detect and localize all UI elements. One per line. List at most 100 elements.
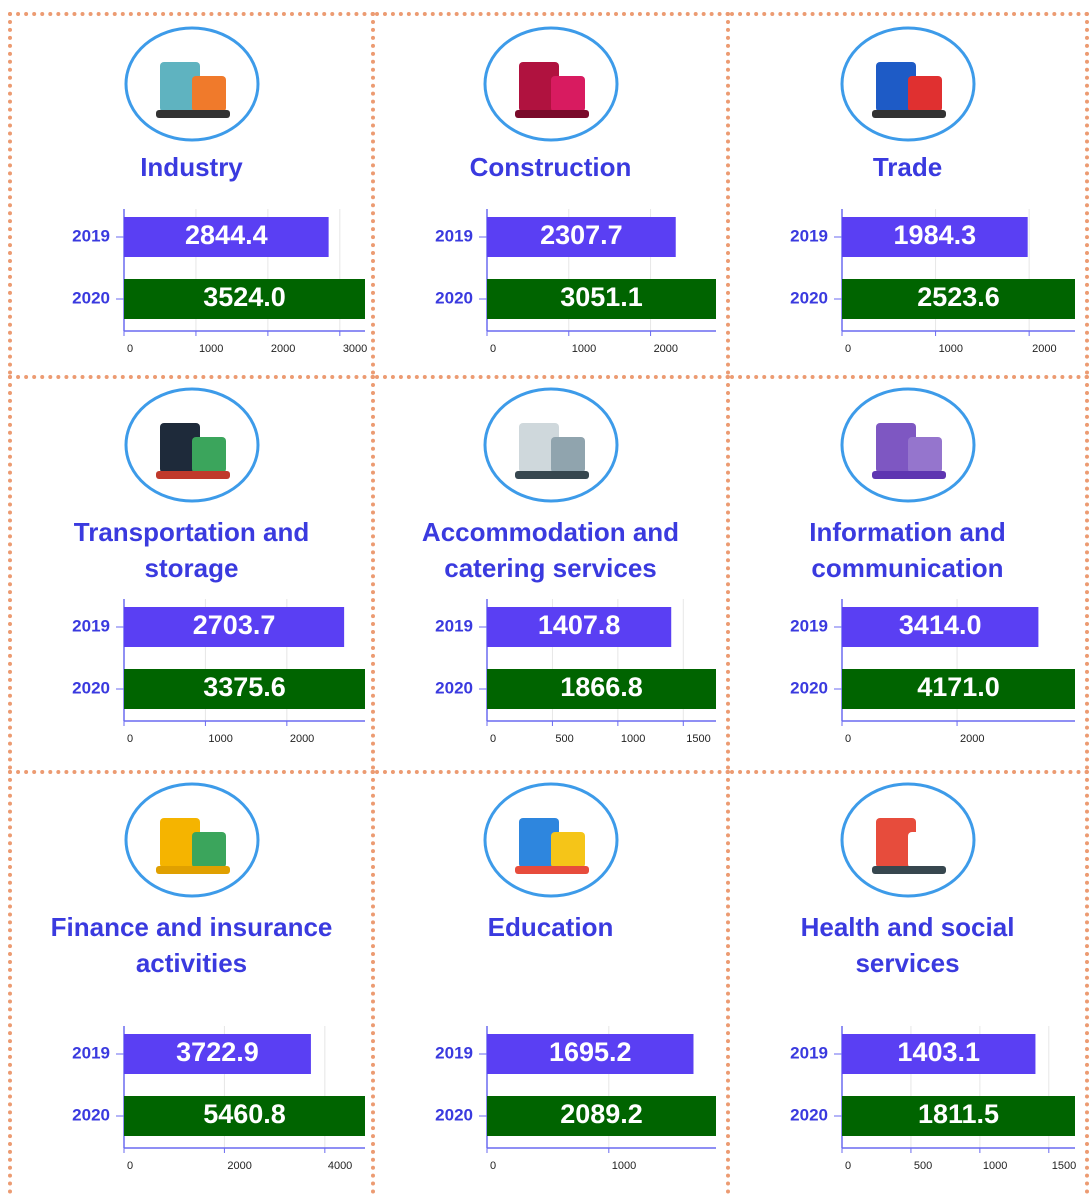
data-label: 3375.6 bbox=[203, 672, 286, 702]
icon-shape bbox=[550, 832, 585, 868]
bar bbox=[124, 279, 365, 319]
chart-title: Trade bbox=[872, 152, 943, 182]
x-tick-label: 2000 bbox=[271, 343, 295, 355]
bar bbox=[842, 607, 1039, 647]
icon-shape bbox=[875, 62, 916, 112]
x-tick-label: 1000 bbox=[983, 1160, 1007, 1172]
icon bbox=[483, 26, 618, 142]
icon-shape bbox=[155, 866, 230, 874]
bar-chart: 0 1000 2000 3000 2019 2844.4 2020 3524.0 bbox=[72, 209, 367, 355]
x-tick-label: 500 bbox=[555, 733, 573, 745]
bars bbox=[842, 607, 1075, 709]
x-tick-label: 4000 bbox=[328, 1160, 352, 1172]
bar bbox=[842, 279, 1075, 319]
y-tick-label: 2019 bbox=[72, 1043, 110, 1062]
icon-shape bbox=[155, 110, 230, 118]
x-tick-label: 1000 bbox=[621, 733, 645, 745]
chart-title: Education bbox=[487, 912, 614, 942]
icon-shape bbox=[159, 423, 200, 473]
x-tick-label: 2000 bbox=[654, 343, 678, 355]
x-tick-label: 3000 bbox=[343, 343, 367, 355]
x-tick-label: 1500 bbox=[686, 733, 710, 745]
bars bbox=[124, 217, 365, 319]
data-label: 1407.8 bbox=[538, 610, 621, 640]
bars bbox=[487, 607, 716, 709]
data-label: 4171.0 bbox=[917, 672, 1000, 702]
icon bbox=[124, 387, 259, 503]
bar bbox=[487, 607, 672, 647]
bar bbox=[842, 669, 1075, 709]
x-tick-label: 0 bbox=[490, 733, 496, 745]
y-tick-label: 2019 bbox=[72, 226, 110, 245]
icon bbox=[840, 26, 975, 142]
data-label: 5460.8 bbox=[203, 1099, 286, 1129]
y-tick-label: 2020 bbox=[435, 678, 473, 697]
y-tick-label: 2019 bbox=[435, 1043, 473, 1062]
icon-shape bbox=[518, 818, 559, 868]
icon-shape bbox=[518, 62, 559, 112]
icon-shape bbox=[907, 832, 942, 868]
x-tick-label: 500 bbox=[914, 1160, 932, 1172]
chart-card: Trade 0 1000 2000 2019 1984.3 2020 2523.6 bbox=[730, 12, 1089, 375]
y-tick-label: 2020 bbox=[72, 288, 110, 307]
data-label: 1403.1 bbox=[897, 1037, 980, 1067]
x-tick-label: 0 bbox=[127, 733, 133, 745]
bar bbox=[842, 217, 1028, 257]
bar bbox=[842, 1034, 1036, 1074]
x-tick-label: 1000 bbox=[572, 343, 596, 355]
x-tick-label: 0 bbox=[127, 1160, 133, 1172]
bars bbox=[487, 217, 716, 319]
data-label: 3722.9 bbox=[176, 1037, 259, 1067]
y-tick-label: 2020 bbox=[435, 288, 473, 307]
icon-shape bbox=[191, 76, 226, 112]
bars bbox=[124, 607, 365, 709]
chart-card: Industry 0 1000 2000 3000 2019 2844.4 2020 3524.… bbox=[8, 12, 375, 375]
icon bbox=[483, 782, 618, 898]
bar-chart: 0 1000 2000 2019 2703.7 2020 3375.6 bbox=[72, 599, 365, 745]
x-tick-label: 1000 bbox=[199, 343, 223, 355]
data-label: 2844.4 bbox=[185, 220, 268, 250]
chart-title: Construction bbox=[469, 152, 632, 182]
icon bbox=[124, 782, 259, 898]
chart-title: Information and communication bbox=[809, 517, 1006, 583]
x-tick-label: 0 bbox=[845, 733, 851, 745]
bar bbox=[487, 217, 676, 257]
y-tick-label: 2019 bbox=[790, 1043, 828, 1062]
data-label: 1811.5 bbox=[918, 1099, 999, 1129]
chart-card: Construction 0 1000 2000 2019 2307.7 2020 3051.… bbox=[375, 12, 730, 375]
bar bbox=[487, 1034, 694, 1074]
y-tick-label: 2020 bbox=[790, 288, 828, 307]
bar-chart: 0 500 1000 1500 2019 1407.8 2020 1866.8 bbox=[435, 599, 716, 745]
icon bbox=[483, 387, 618, 503]
chart-title: Industry bbox=[140, 152, 243, 182]
y-tick-label: 2020 bbox=[72, 678, 110, 697]
chart-title: Transportation and storage bbox=[73, 517, 310, 583]
icon-shape bbox=[871, 110, 946, 118]
icon bbox=[840, 782, 975, 898]
icon-shape bbox=[907, 76, 942, 112]
chart-card: Information and communication 0 2000 2019 34… bbox=[730, 375, 1089, 770]
bar bbox=[124, 1096, 365, 1136]
x-tick-label: 0 bbox=[490, 1160, 496, 1172]
bars bbox=[124, 1034, 365, 1136]
icon-shape bbox=[191, 437, 226, 473]
data-label: 1695.2 bbox=[549, 1037, 632, 1067]
chart-card: Education 0 1000 2019 1695.2 2020 2089.2 bbox=[375, 770, 730, 1194]
bar-chart: 0 1000 2000 2019 1984.3 2020 2523.6 bbox=[790, 209, 1075, 355]
data-label: 2523.6 bbox=[917, 282, 1000, 312]
chart-title: Accommodation and catering services bbox=[421, 517, 680, 583]
icon-shape bbox=[871, 866, 946, 874]
x-tick-label: 1500 bbox=[1052, 1160, 1076, 1172]
y-tick-label: 2019 bbox=[435, 616, 473, 635]
x-tick-label: 0 bbox=[845, 1160, 851, 1172]
icon-shape bbox=[159, 818, 200, 868]
chart-card: Finance and insurance activities 0 2000 400… bbox=[8, 770, 375, 1194]
y-tick-label: 2020 bbox=[790, 678, 828, 697]
data-label: 1984.3 bbox=[894, 220, 977, 250]
data-label: 2089.2 bbox=[560, 1099, 643, 1129]
x-tick-label: 0 bbox=[845, 343, 851, 355]
x-tick-label: 1000 bbox=[208, 733, 232, 745]
y-tick-label: 2019 bbox=[790, 616, 828, 635]
x-tick-label: 1000 bbox=[939, 343, 963, 355]
icon-shape bbox=[191, 832, 226, 868]
